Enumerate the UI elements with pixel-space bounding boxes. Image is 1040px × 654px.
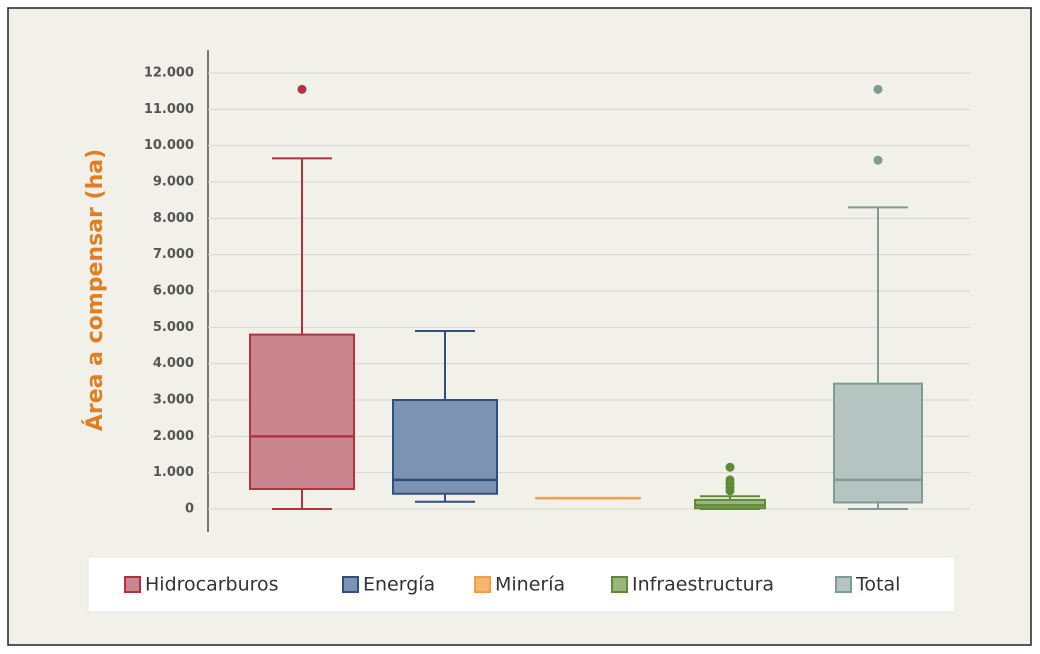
outlier bbox=[725, 462, 735, 472]
legend-label: Total bbox=[855, 574, 900, 596]
y-tick-label: 8.000 bbox=[153, 211, 194, 226]
y-tick-label: 1.000 bbox=[153, 465, 194, 480]
legend-swatch bbox=[342, 576, 359, 593]
y-tick-label: 0 bbox=[185, 502, 194, 517]
legend-swatch bbox=[835, 576, 852, 593]
y-tick-label: 9.000 bbox=[153, 175, 194, 190]
legend-label: Hidrocarburos bbox=[145, 574, 279, 596]
legend-label: Energía bbox=[363, 574, 435, 596]
box bbox=[833, 382, 923, 504]
y-tick-label: 7.000 bbox=[153, 247, 194, 262]
frame bbox=[7, 7, 1032, 646]
y-tick-label: 12.000 bbox=[144, 66, 194, 81]
y-tick-label: 2.000 bbox=[153, 429, 194, 444]
y-tick-label: 5.000 bbox=[153, 320, 194, 335]
legend-label: Minería bbox=[495, 574, 565, 596]
outlier bbox=[725, 475, 735, 485]
box bbox=[392, 399, 498, 495]
legend-swatch bbox=[611, 576, 628, 593]
box bbox=[694, 498, 766, 510]
y-tick-label: 6.000 bbox=[153, 284, 194, 299]
y-tick-label: 11.000 bbox=[144, 102, 194, 117]
y-tick-label: 3.000 bbox=[153, 393, 194, 408]
outlier bbox=[873, 155, 883, 165]
outlier bbox=[297, 84, 307, 94]
box bbox=[249, 333, 355, 491]
legend-box bbox=[87, 556, 956, 613]
y-tick-label: 4.000 bbox=[153, 356, 194, 371]
y-axis-label: Área a compensar (ha) bbox=[82, 149, 108, 431]
legend-label: Infraestructura bbox=[632, 574, 774, 596]
outlier bbox=[873, 84, 883, 94]
y-tick-label: 10.000 bbox=[144, 138, 194, 153]
legend-swatch bbox=[474, 576, 491, 593]
legend-swatch bbox=[124, 576, 141, 593]
